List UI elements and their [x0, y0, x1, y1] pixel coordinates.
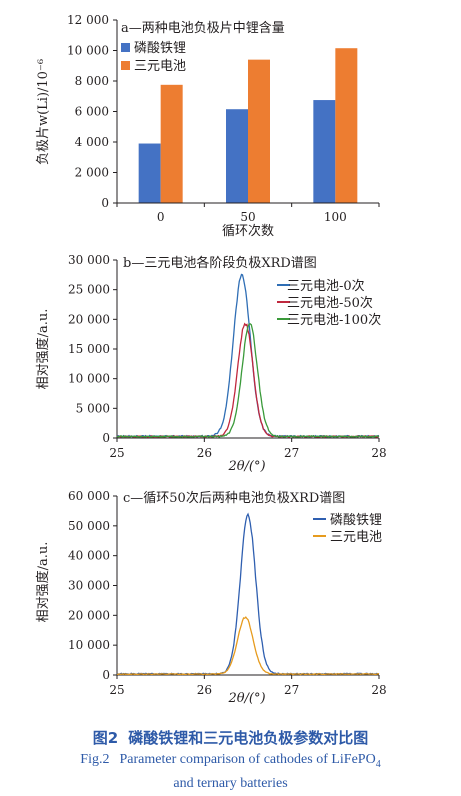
x-tick-label: 28	[371, 446, 386, 460]
figure-title-en-subscript: 4	[375, 758, 381, 770]
y-tick-label: 50 000	[68, 519, 110, 533]
y-tick-label: 60 000	[68, 489, 110, 503]
legend-label-0-cycles: 三元电池-0次	[287, 278, 365, 294]
legend-label-50-cycles: 三元电池-50次	[287, 295, 373, 311]
y-tick-label: 10 000	[68, 372, 110, 386]
figure-number-cn: 图2	[92, 729, 119, 747]
x-tick-label: 0	[157, 210, 165, 224]
x-tick-label: 27	[284, 446, 299, 460]
bar	[160, 84, 183, 203]
figure-number-en: Fig.2	[80, 752, 110, 767]
x-tick-label: 28	[371, 683, 386, 697]
y-tick-label: 12 000	[67, 13, 109, 27]
x-tick-label: 25	[109, 446, 124, 460]
y-tick-label: 10 000	[68, 638, 110, 652]
figure-caption-en: Fig.2 Parameter comparison of cathodes of…	[0, 750, 461, 793]
chart-c-legend: 磷酸铁锂 三元电池	[313, 513, 382, 545]
chart-a-xlabel: 循环次数	[222, 223, 274, 239]
chart-a-legend: 磷酸铁锂 三元电池	[121, 41, 186, 74]
chart-b-title: b—三元电池各阶段负极XRD谱图	[123, 255, 317, 271]
chart-a-title: a—两种电池负极片中锂含量	[121, 20, 285, 36]
legend-label-100-cycles: 三元电池-100次	[287, 312, 381, 328]
x-tick-label: 27	[284, 683, 299, 697]
y-tick-label: 5 000	[76, 401, 110, 415]
bar	[313, 100, 336, 203]
legend-label-ternary: 三元电池	[134, 59, 186, 74]
y-tick-label: 4 000	[75, 135, 109, 149]
legend-label-lfp: 磷酸铁锂	[134, 41, 186, 56]
bar	[248, 59, 270, 204]
y-tick-label: 30 000	[68, 579, 110, 593]
x-tick-label: 26	[197, 683, 212, 697]
series-line	[116, 323, 380, 439]
y-tick-label: 15 000	[68, 342, 110, 356]
y-tick-label: 25 000	[68, 283, 110, 297]
figure-title-en-line2: and ternary batteries	[173, 775, 288, 791]
bar	[335, 48, 358, 204]
figure-title-cn: 磷酸铁锂和三元电池负极参数对比图	[128, 729, 369, 747]
chart-c-ylabel: 相对强度/a.u.	[35, 542, 51, 623]
x-tick-label: 26	[197, 446, 212, 460]
x-tick-label: 25	[109, 683, 124, 697]
bar	[138, 143, 161, 203]
y-tick-label: 40 000	[68, 549, 110, 563]
y-tick-label: 8 000	[75, 74, 109, 88]
chart-b-ylabel: 相对强度/a.u.	[35, 309, 51, 390]
figure-caption-cn: 图2 磷酸铁锂和三元电池负极参数对比图	[0, 727, 461, 748]
legend-swatch-lfp	[121, 43, 130, 52]
figure-title-en-line1: Parameter comparison of cathodes of LiFe…	[119, 752, 376, 767]
x-tick-label: 100	[324, 210, 347, 224]
line-chart-xrd-comparison: 0 10 000 20 000 30 000 40 000 50 000 60 000 25 2…	[35, 489, 387, 706]
chart-c-xlabel: 2θ/(°)	[227, 691, 265, 706]
chart-a-ylabel: 负极片w(Li)/10⁻⁶	[36, 59, 51, 165]
x-tick-label: 50	[240, 210, 255, 224]
chart-b-xlabel: 2θ/(°)	[227, 459, 265, 474]
y-tick-label: 6 000	[75, 105, 109, 119]
legend-swatch-ternary	[121, 61, 130, 70]
y-tick-label: 20 000	[68, 608, 110, 622]
series-line	[116, 616, 379, 676]
series-line	[116, 322, 380, 438]
chart-b-legend: 三元电池-0次 三元电池-50次 三元电池-100次	[277, 278, 381, 328]
legend-label-lfp-c: 磷酸铁锂	[330, 513, 382, 528]
chart-c-title: c—循环50次后两种电池负极XRD谱图	[123, 490, 345, 506]
legend-label-ternary-c: 三元电池	[330, 530, 382, 545]
y-tick-label: 10 000	[67, 44, 109, 58]
y-tick-label: 0	[102, 431, 110, 445]
y-tick-label: 2 000	[75, 166, 109, 180]
y-tick-label: 30 000	[68, 253, 110, 267]
y-tick-label: 0	[102, 668, 110, 682]
y-tick-label: 0	[101, 196, 109, 210]
line-chart-xrd-ternary: 0 5 000 10 000 15 000 20 000 25 000 30 000 25 26…	[35, 253, 387, 474]
y-tick-label: 20 000	[68, 312, 110, 326]
bar	[226, 109, 248, 203]
